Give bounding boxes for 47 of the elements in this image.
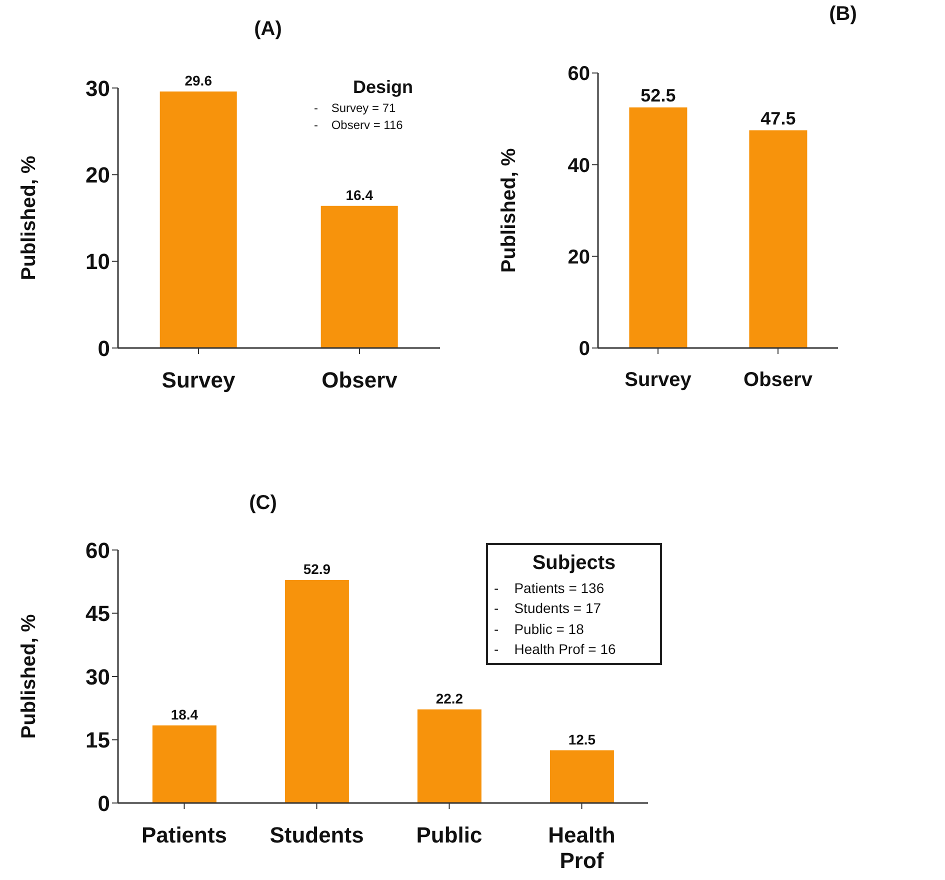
annotation: - Health Prof = 16	[494, 640, 617, 659]
data-label: 18.4	[170, 706, 198, 722]
annotation: Subjects	[531, 551, 617, 576]
y-tick-label: 20	[86, 162, 110, 188]
x-tick-label: Health Prof	[548, 822, 616, 873]
y-tick-label: 0	[578, 338, 590, 360]
x-tick-label: Survey	[624, 369, 692, 391]
data-label: 16.4	[346, 186, 374, 203]
annotation: - Patients = 136	[494, 579, 606, 598]
y-axis-title: Published, %	[18, 156, 40, 280]
annotation: - Students = 17	[494, 599, 602, 618]
data-label: 12.5	[568, 731, 596, 748]
annotation: - Survey = 71	[314, 100, 397, 118]
data-label: 52.5	[640, 85, 676, 106]
x-tick-label: Public	[416, 822, 482, 848]
y-tick-label: 30	[86, 76, 110, 101]
data-label: 47.5	[760, 108, 796, 128]
x-tick-label: Observ	[744, 369, 814, 391]
y-tick-label: 10	[86, 249, 110, 274]
x-tick-label: Patients	[141, 822, 228, 848]
y-axis-title: Published, %	[18, 614, 40, 739]
annotation: Design	[352, 76, 414, 99]
x-tick-label: Observ	[322, 368, 398, 393]
data-label: 52.9	[303, 560, 331, 577]
y-tick-label: 0	[98, 336, 110, 361]
y-tick-label: 40	[568, 154, 590, 177]
annotation: - Observ = 116	[314, 117, 404, 134]
y-tick-label: 60	[86, 538, 110, 563]
bar	[550, 750, 614, 803]
y-tick-label: 15	[86, 728, 110, 753]
bar	[152, 725, 216, 803]
annotation: - Public = 18	[494, 620, 585, 639]
y-tick-label: 30	[86, 664, 110, 690]
bar	[417, 709, 482, 803]
x-tick-label: Survey	[162, 368, 236, 393]
data-label: 22.2	[436, 690, 464, 706]
chart-title: (C)	[248, 492, 278, 515]
y-tick-label: 20	[568, 246, 590, 268]
data-label: 29.6	[184, 72, 212, 88]
y-tick-label: 60	[568, 63, 590, 86]
chart-title: (A)	[253, 18, 283, 41]
y-tick-label: 45	[86, 601, 110, 626]
bar	[284, 580, 349, 803]
y-axis-title: Published, %	[498, 148, 520, 273]
y-tick-label: 0	[98, 790, 110, 816]
x-tick-label: Students	[270, 822, 364, 848]
chart-title: (B)	[828, 3, 858, 26]
